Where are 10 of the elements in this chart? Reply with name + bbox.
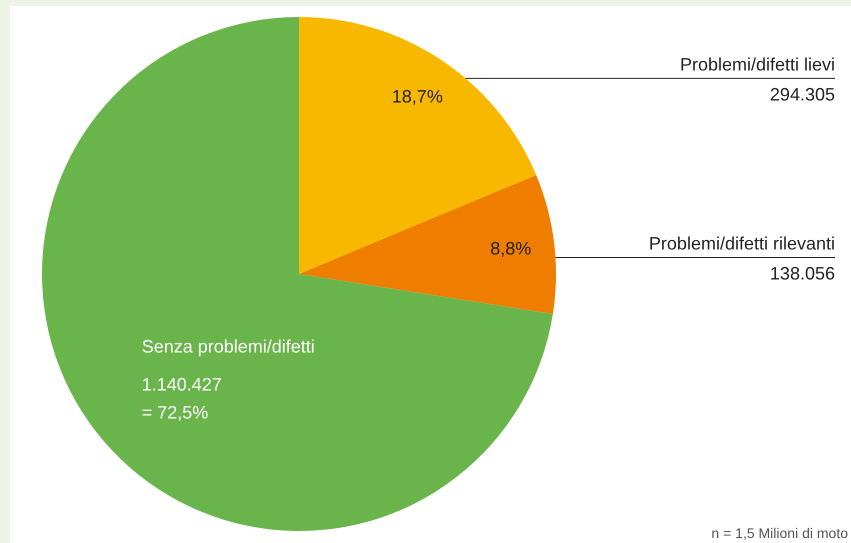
slice-label: Problemi/difetti lievi bbox=[680, 54, 835, 74]
data-label: 138.056 bbox=[770, 264, 835, 284]
text: n = 1,5 Milioni di moto bbox=[711, 525, 848, 541]
data-label: 1.140.427 bbox=[142, 374, 222, 394]
text: = 72,5% bbox=[142, 402, 208, 422]
text: 18,7% bbox=[392, 86, 443, 106]
text: 8,8% bbox=[490, 238, 532, 259]
slice-label: Senza problemi/difetti bbox=[142, 336, 315, 356]
data-label: 294.305 bbox=[770, 84, 835, 104]
slice-label: Problemi/difetti rilevanti bbox=[648, 234, 835, 254]
